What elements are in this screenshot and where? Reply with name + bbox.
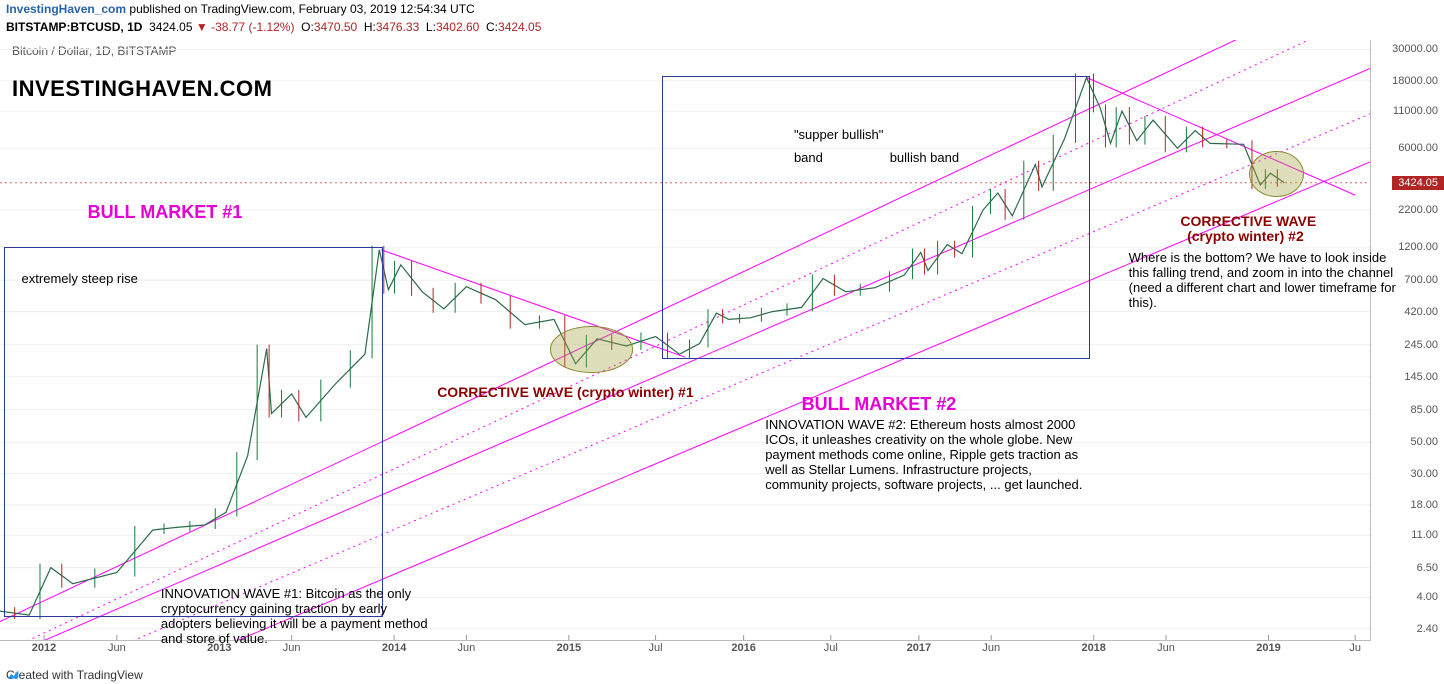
footer: Created with TradingView (6, 668, 143, 682)
y-tick: 11000.00 (1393, 105, 1438, 117)
x-tick: 2013 (207, 642, 231, 654)
y-tick: 18000.00 (1392, 75, 1438, 87)
y-tick: 420.00 (1404, 306, 1438, 318)
chart-area[interactable]: INVESTINGHAVEN.COMBULL MARKET #1BULL MAR… (0, 40, 1371, 641)
x-tick: Jun (982, 642, 1000, 654)
y-tick: 30000.00 (1392, 43, 1438, 55)
publish-header: InvestingHaven_com published on TradingV… (6, 2, 475, 16)
close: 3424.05 (498, 20, 541, 34)
x-tick: Jul (649, 642, 663, 654)
high: 3476.33 (376, 20, 419, 34)
x-tick: Jun (108, 642, 126, 654)
price-tag: 3424.05 (1392, 176, 1444, 190)
y-tick: 145.00 (1404, 371, 1438, 383)
y-tick: 11.00 (1411, 529, 1438, 541)
y-tick: 6.50 (1417, 562, 1438, 574)
x-tick: Jul (824, 642, 838, 654)
x-axis: 2012 Jun 2013 Jun 2014 Jun 2015 Jul 2016 Jul 2017 J… (0, 640, 1370, 660)
ellipse-cw1 (550, 326, 633, 372)
x-tick: Jun (1157, 642, 1175, 654)
ellipse-cw2 (1249, 151, 1304, 197)
y-tick: 85.00 (1410, 404, 1438, 416)
publish-text: published on TradingView.com, February 0… (129, 2, 474, 16)
box-bull2 (662, 76, 1090, 359)
y-tick: 6000.00 (1398, 142, 1438, 154)
y-tick: 18.00 (1410, 499, 1438, 511)
x-tick: 2015 (557, 642, 581, 654)
x-tick: Jun (458, 642, 476, 654)
open: 3470.50 (314, 20, 357, 34)
box-bull1 (4, 247, 383, 617)
x-tick: 2018 (1081, 642, 1105, 654)
down-arrow-icon: ▼ (196, 20, 211, 34)
quote-bar: BITSTAMP:BTCUSD, 1D 3424.05 ▼ -38.77 (-1… (6, 20, 541, 34)
x-tick: Ju (1349, 642, 1361, 654)
y-tick: 4.00 (1417, 591, 1438, 603)
x-tick: 2019 (1256, 642, 1280, 654)
y-tick: 2200.00 (1398, 204, 1438, 216)
low: 3402.60 (436, 20, 479, 34)
last-price: 3424.05 (149, 20, 192, 34)
tradingview-link[interactable]: TradingView (77, 668, 143, 682)
y-tick: 1200.00 (1398, 241, 1438, 253)
change-pct: (-1.12%) (248, 20, 294, 34)
y-tick: 50.00 (1410, 436, 1438, 448)
x-tick: 2012 (32, 642, 56, 654)
x-tick: 2014 (382, 642, 406, 654)
y-tick: 2.40 (1417, 623, 1438, 635)
author-link[interactable]: InvestingHaven_com (6, 2, 126, 16)
y-axis: 2.40 4.00 6.50 11.00 18.00 30.00 50.00 85.00 145… (1372, 40, 1444, 640)
y-tick: 245.00 (1404, 339, 1438, 351)
x-tick: 2016 (731, 642, 755, 654)
symbol[interactable]: BITSTAMP:BTCUSD, 1D (6, 20, 142, 34)
x-tick: Jun (283, 642, 301, 654)
tradingview-icon (6, 668, 20, 682)
y-tick: 30.00 (1410, 468, 1438, 480)
x-tick: 2017 (907, 642, 931, 654)
change: -38.77 (211, 20, 245, 34)
y-tick: 700.00 (1404, 274, 1438, 286)
